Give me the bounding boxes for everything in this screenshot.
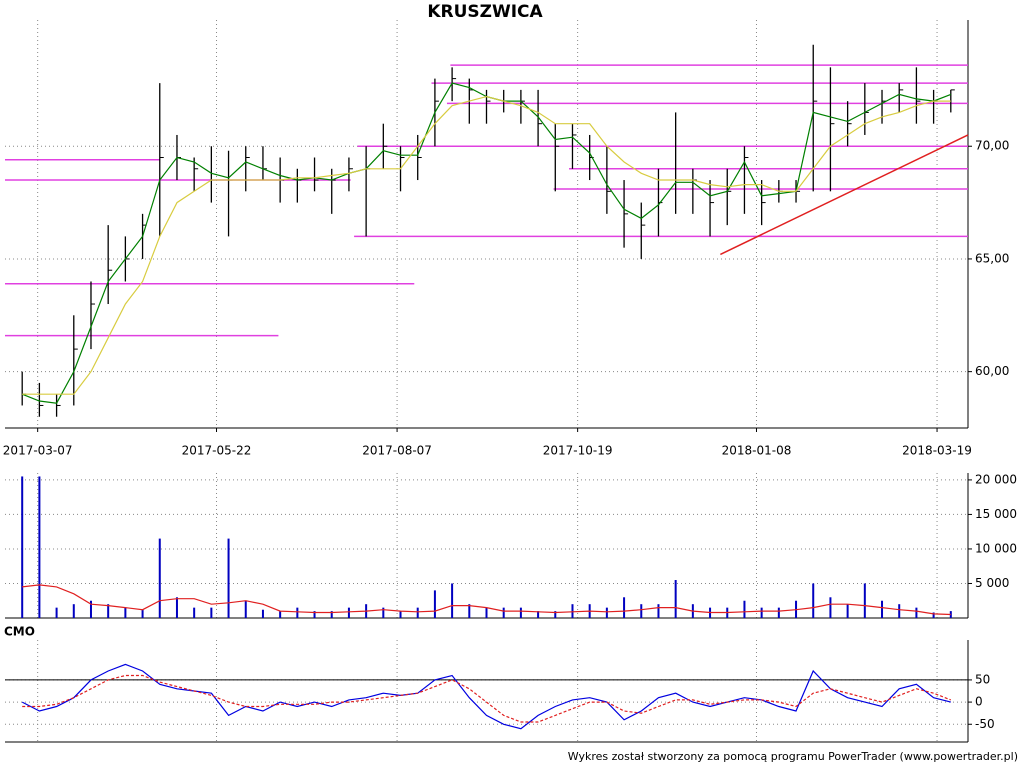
y-tick-label: 0 — [975, 695, 983, 709]
bar — [416, 607, 419, 618]
bar — [846, 604, 849, 618]
bar — [468, 604, 471, 618]
bar — [932, 612, 935, 618]
footer: Wykres został stworzony za pomocą progra… — [568, 750, 1018, 763]
bar — [519, 607, 522, 618]
bar — [640, 604, 643, 618]
bar — [623, 597, 626, 618]
bar — [382, 607, 385, 618]
bar — [605, 607, 608, 618]
y-tick-label: 15 000 — [975, 507, 1017, 521]
bar — [330, 611, 333, 618]
y-tick-label: 50 — [975, 672, 990, 686]
bar — [898, 604, 901, 618]
bar — [743, 600, 746, 618]
bar — [777, 607, 780, 618]
bar — [502, 607, 505, 618]
bar — [433, 590, 436, 618]
bar — [141, 609, 144, 618]
bar — [347, 607, 350, 618]
x-tick-label: 2017-05-22 — [182, 444, 252, 458]
line-series — [22, 674, 952, 723]
y-tick-label: 10 000 — [975, 541, 1017, 555]
bar — [657, 604, 660, 618]
x-tick-label: 2018-01-08 — [722, 444, 792, 458]
x-tick-label: 2017-10-19 — [543, 444, 613, 458]
bar — [38, 476, 41, 618]
trend-line — [720, 134, 969, 256]
y-tick-label: 5 000 — [975, 576, 1009, 590]
y-tick-label: -50 — [975, 717, 995, 731]
bar — [915, 607, 918, 618]
bar — [72, 604, 75, 618]
bar — [399, 611, 402, 618]
y-tick-label: 65,00 — [975, 251, 1009, 265]
bar — [863, 583, 866, 618]
bar — [279, 611, 282, 618]
chart-title: KRUSZWICA — [427, 2, 543, 22]
panel-title: CMO — [4, 625, 35, 639]
bar — [107, 604, 110, 618]
y-tick-label: 20 000 — [975, 472, 1017, 486]
bar — [296, 607, 299, 618]
bar — [124, 607, 127, 618]
y-tick-label: 70,00 — [975, 139, 1009, 153]
line-series — [22, 584, 951, 616]
bar — [571, 604, 574, 618]
bar — [158, 538, 161, 618]
bar — [175, 597, 178, 618]
bar — [21, 476, 24, 618]
bar — [554, 611, 557, 618]
bar — [949, 611, 952, 618]
bar — [485, 607, 488, 618]
x-tick-label: 2017-08-07 — [362, 444, 432, 458]
bar — [829, 597, 832, 618]
bar — [881, 600, 884, 618]
bar — [55, 607, 58, 618]
bar — [674, 580, 677, 618]
bar — [210, 607, 213, 618]
bar — [313, 611, 316, 618]
line-series — [21, 663, 951, 730]
bar — [760, 607, 763, 618]
bar — [451, 583, 454, 618]
bar — [812, 583, 815, 618]
bar — [244, 600, 247, 618]
bar — [227, 538, 230, 618]
line-series — [22, 95, 951, 395]
bar — [89, 600, 92, 618]
x-tick-label: 2017-03-07 — [3, 444, 73, 458]
bar — [537, 611, 540, 618]
bar — [193, 607, 196, 618]
x-tick-label: 2018-03-19 — [902, 444, 972, 458]
bar — [261, 609, 264, 618]
y-tick-label: 60,00 — [975, 364, 1009, 378]
